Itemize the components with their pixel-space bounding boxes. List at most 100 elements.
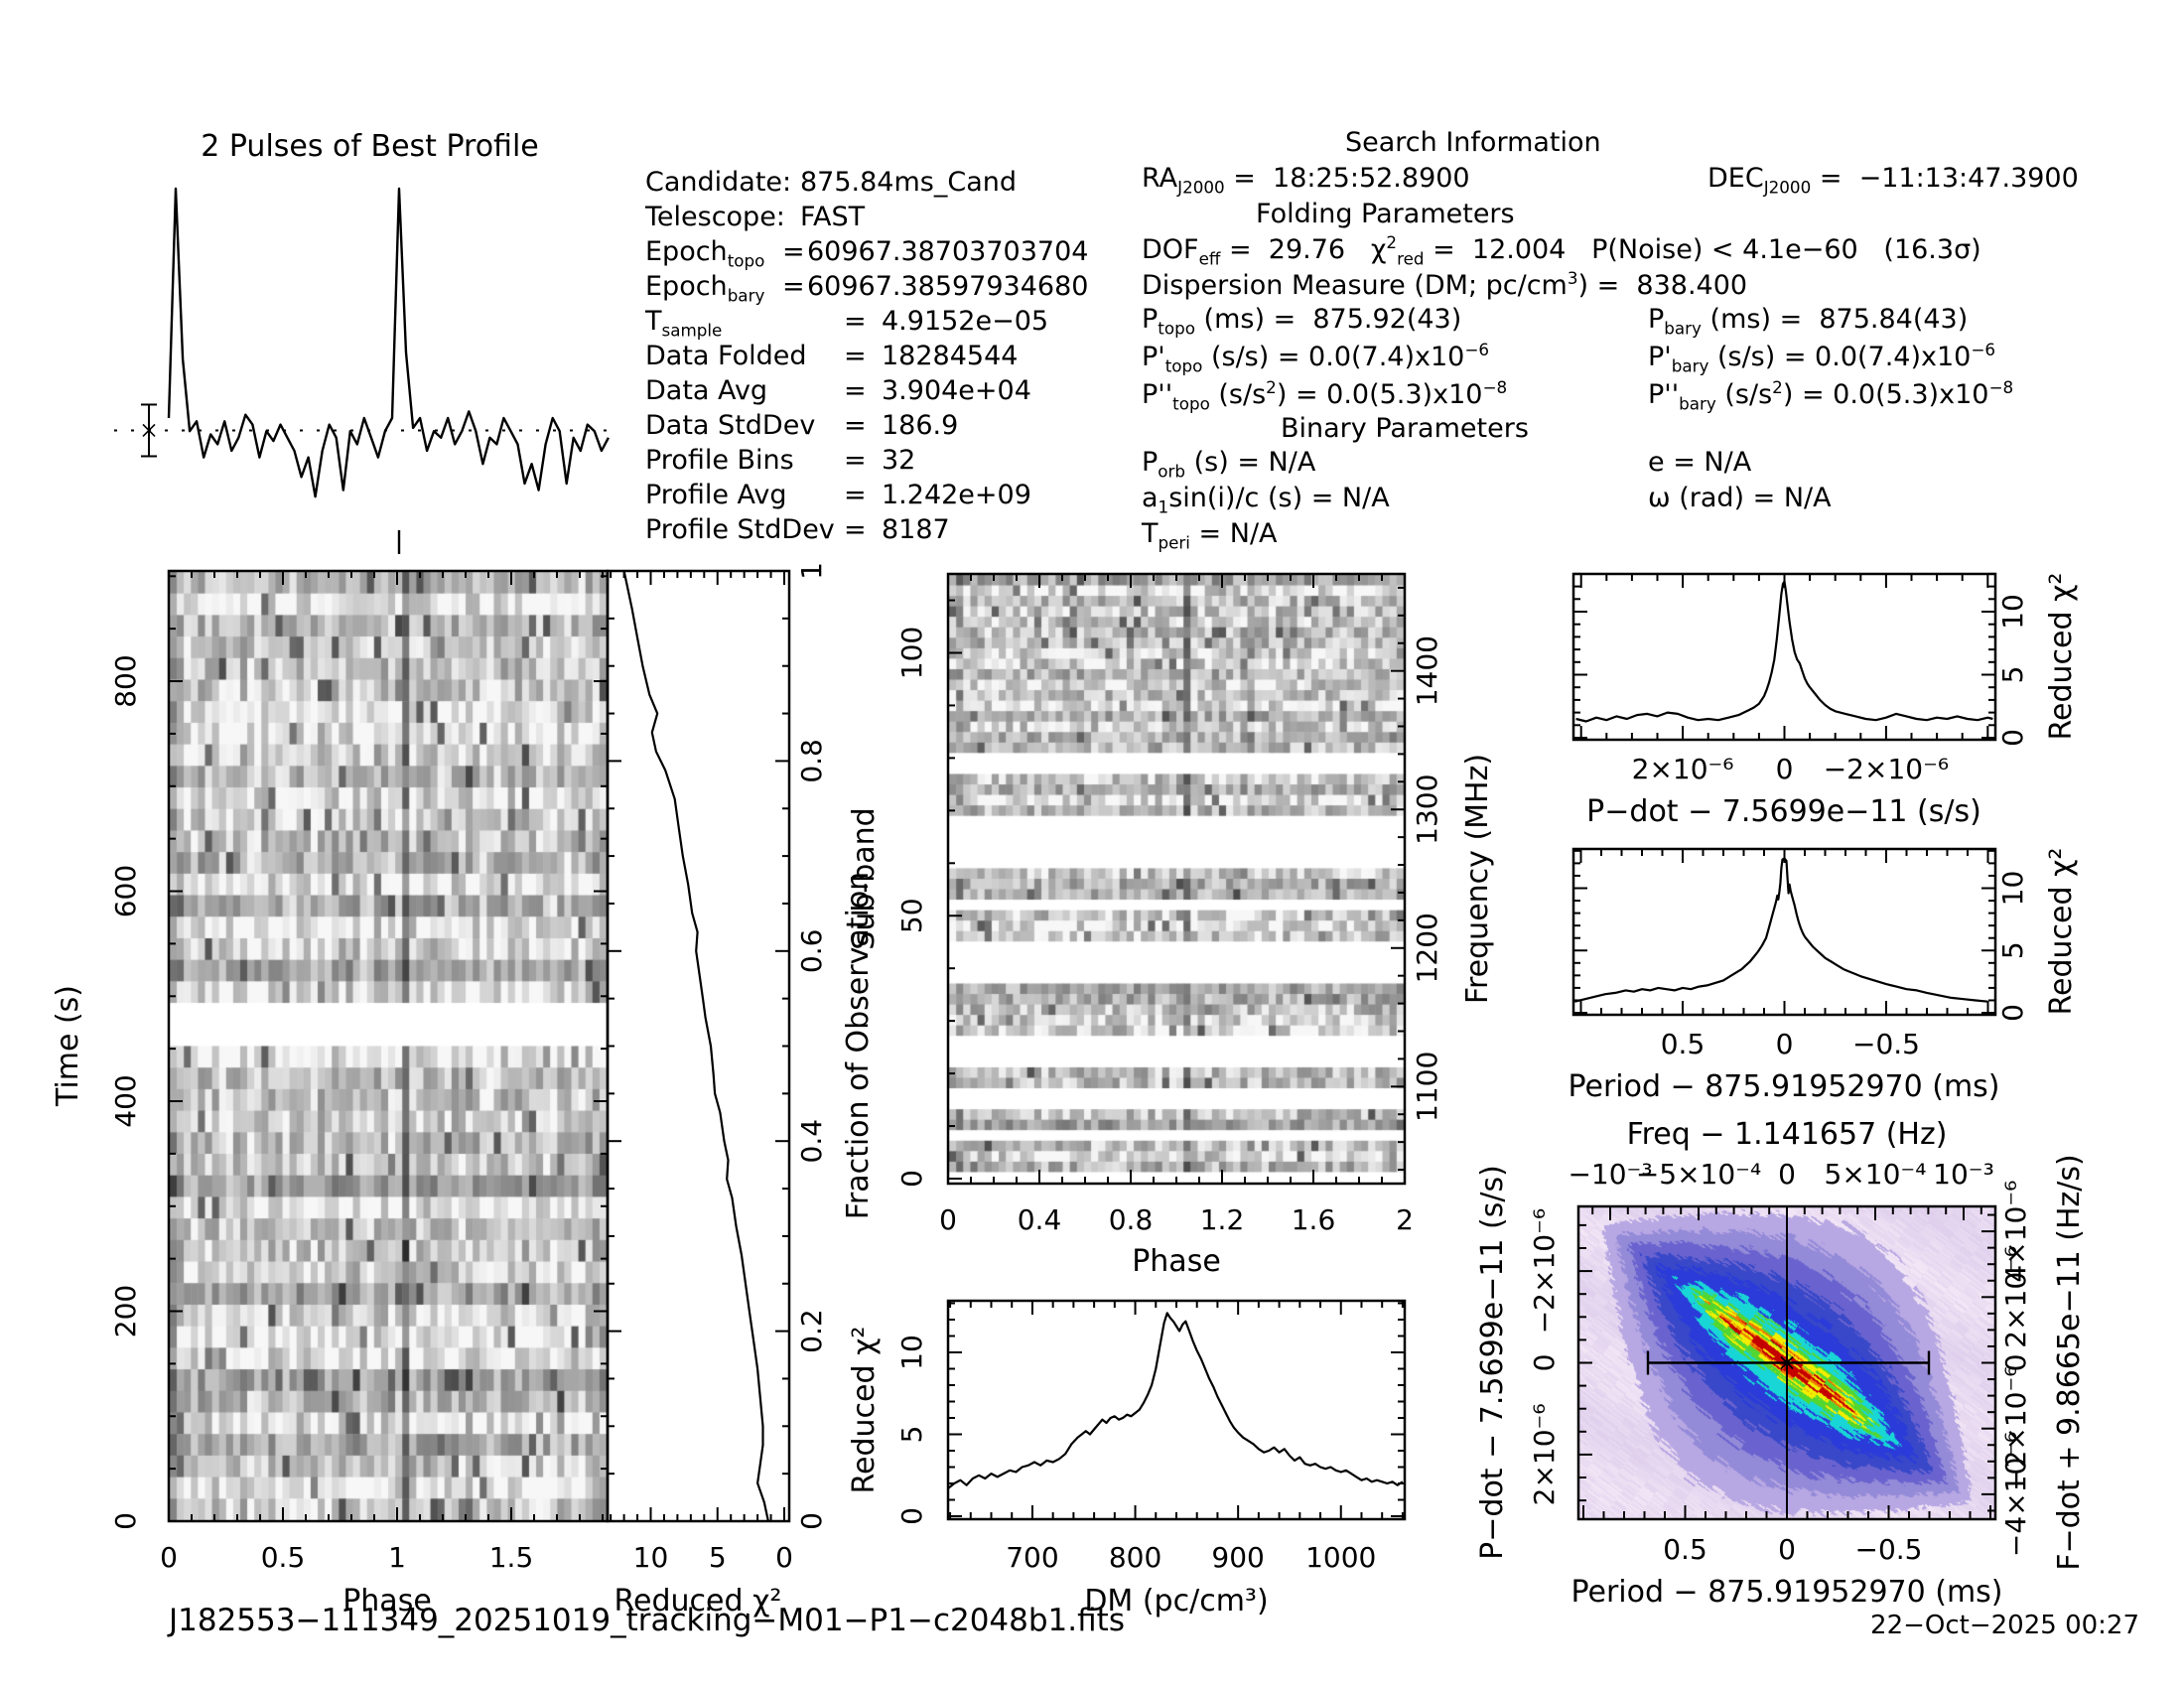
subscript: eff: [1198, 248, 1221, 269]
info-value: 60967.38703703704: [807, 236, 1089, 267]
tick-label: 0.8: [795, 739, 828, 783]
subscript: sample: [661, 320, 723, 341]
pdot-chi2-curve: [1575, 580, 1993, 723]
subscript: orb: [1158, 461, 1186, 482]
tick-label: −5×10⁻⁴: [1636, 1158, 1761, 1191]
superscript: 2: [1772, 377, 1783, 397]
axis-label-phase: Phase: [1132, 1244, 1221, 1279]
tick-label: 0: [1996, 729, 2029, 747]
time-phase-box: [167, 569, 610, 1523]
tick-label: 4×10⁻⁶: [1999, 1181, 2032, 1283]
equals-sign: =: [844, 341, 867, 371]
tick-label: 0: [1999, 1354, 2032, 1372]
axis-label-frequency: Frequency (MHz): [1460, 754, 1495, 1004]
info-line: Data StdDev = 186.9: [645, 410, 1161, 445]
tick-label: −0.5: [1852, 1028, 1920, 1060]
info-value: 18284544: [882, 341, 1019, 371]
equals-sign: =: [844, 375, 867, 406]
tick-label: 0: [775, 1541, 793, 1574]
tick-label: 5: [1996, 666, 2029, 684]
tick-label: 10: [633, 1541, 669, 1574]
axis-label-fraction: Fraction of Observation: [841, 872, 876, 1219]
tick-label: 0: [1528, 1354, 1561, 1372]
search-cell: Porb (s) = N/A: [1142, 447, 1315, 481]
axis-label-period: Period − 875.91952970 (ms): [1568, 1069, 1999, 1104]
tick-label: −0.5: [1855, 1533, 1923, 1566]
tick-label: 10: [1996, 594, 2029, 630]
tick-label: 1.5: [489, 1541, 534, 1574]
axis-label-reduced-chi2: Reduced χ²: [614, 1584, 782, 1618]
search-cell: Folding Parameters: [1256, 199, 1515, 229]
profile-mean-marker: [142, 423, 156, 438]
tick-label: 50: [895, 898, 928, 933]
axis-label-subband: Sub-band: [847, 807, 882, 949]
info-line: Data Avg = 3.904e+04: [645, 375, 1161, 410]
search-text: Porb (s) = N/A: [1142, 447, 1316, 482]
search-cell: Tperi = N/A: [1142, 518, 1278, 552]
equals-sign: =: [782, 236, 805, 267]
tick-label: 0.4: [795, 1119, 828, 1164]
superscript: −8: [1988, 377, 2014, 397]
tick-label: 5×10⁻⁴: [1825, 1158, 1927, 1191]
chi2-fraction-curve: [622, 570, 769, 1522]
tick-label: 0.2: [795, 1309, 828, 1353]
tick-label: 700: [1006, 1541, 1058, 1574]
tick-label: 1400: [1411, 635, 1443, 706]
subscript: topo: [727, 250, 765, 271]
superscript: 3: [1567, 268, 1578, 288]
time-phase-heatmap-canvas: [170, 572, 607, 1520]
tick-label: 2×10⁻⁶: [1999, 1246, 2032, 1348]
tick-label: 10⁻³: [1933, 1158, 1994, 1191]
tick-label: −4×10⁻⁶: [1999, 1432, 2032, 1557]
search-text: P'bary (s/s) = 0.0(7.4)x10−6: [1648, 340, 1996, 376]
subscript: topo: [1164, 355, 1203, 376]
info-label: Candidate:: [645, 167, 792, 198]
axis-label-reduced-chi2: Reduced χ²: [2044, 573, 2079, 741]
search-text: a1sin(i)/c (s) = N/A: [1142, 483, 1390, 517]
info-value: 875.84ms_Cand: [800, 167, 1017, 198]
info-label: Data Folded: [645, 341, 807, 371]
superscript: −6: [1464, 340, 1490, 359]
axis-label-dm: DM (pc/cm³): [1084, 1584, 1268, 1618]
tick-label: 0.8: [1109, 1203, 1154, 1236]
equals-sign: =: [844, 445, 867, 476]
tick-label: 5: [709, 1541, 727, 1574]
axis-label-time: Time (s): [51, 985, 85, 1107]
search-cell: a1sin(i)/c (s) = N/A: [1142, 483, 1390, 516]
search-text: Tperi = N/A: [1142, 518, 1278, 553]
search-cell: e = N/A: [1648, 447, 1751, 478]
search-text: DOFeff = 29.76 χ2red = 12.004 P(Noise) <…: [1142, 232, 1981, 269]
superscript: 2: [1266, 377, 1277, 397]
info-line: Tsample = 4.9152e−05: [645, 306, 1161, 341]
info-label: Profile Avg: [645, 480, 787, 510]
subscript: 1: [1158, 496, 1169, 517]
source-filename: J182553−111349_20251019_tracking−M01−P1−…: [169, 1603, 1125, 1638]
search-cell: DECJ2000 = −11:13:47.3900: [1707, 163, 2079, 197]
tick-label: 0.6: [795, 929, 828, 974]
chi2-fraction-box: [606, 569, 791, 1523]
search-cell: Dispersion Measure (DM; pc/cm3) = 838.40…: [1142, 268, 1747, 301]
info-line: Telescope: FAST: [645, 202, 1161, 236]
tick-label: −2×10⁻⁶: [1824, 753, 1949, 785]
subscript: topo: [1158, 318, 1195, 339]
info-value: 186.9: [882, 410, 959, 441]
tick-label: 100: [895, 627, 928, 679]
superscript: 2: [1386, 232, 1398, 252]
search-text: ω (rad) = N/A: [1648, 483, 1832, 513]
axis-label-fdot: F−dot + 9.8665e−11 (Hz/s): [2052, 1154, 2087, 1571]
info-value: 3.904e+04: [882, 375, 1031, 406]
tick-label: 0: [795, 1512, 828, 1530]
tick-label: −2×10⁻⁶: [1528, 1208, 1561, 1334]
search-cell: Pbary (ms) = 875.84(43): [1648, 304, 1968, 338]
info-line: Epochtopo = 60967.38703703704: [645, 236, 1161, 271]
search-text: Pbary (ms) = 875.84(43): [1648, 304, 1969, 339]
tick-label: 800: [1109, 1541, 1161, 1574]
search-text: Ptopo (ms) = 875.92(43): [1142, 304, 1462, 339]
equals-sign: =: [844, 306, 867, 337]
axis-label-pdot: P−dot − 7.5699e−11 (s/s): [1475, 1165, 1510, 1560]
search-text: e = N/A: [1648, 447, 1752, 478]
search-text: DECJ2000 = −11:13:47.3900: [1707, 163, 2079, 198]
tick-label: 0: [1776, 753, 1794, 785]
info-line: Profile Bins = 32: [645, 445, 1161, 480]
search-cell: P''topo (s/s2) = 0.0(5.3)x10−8: [1142, 377, 1507, 413]
